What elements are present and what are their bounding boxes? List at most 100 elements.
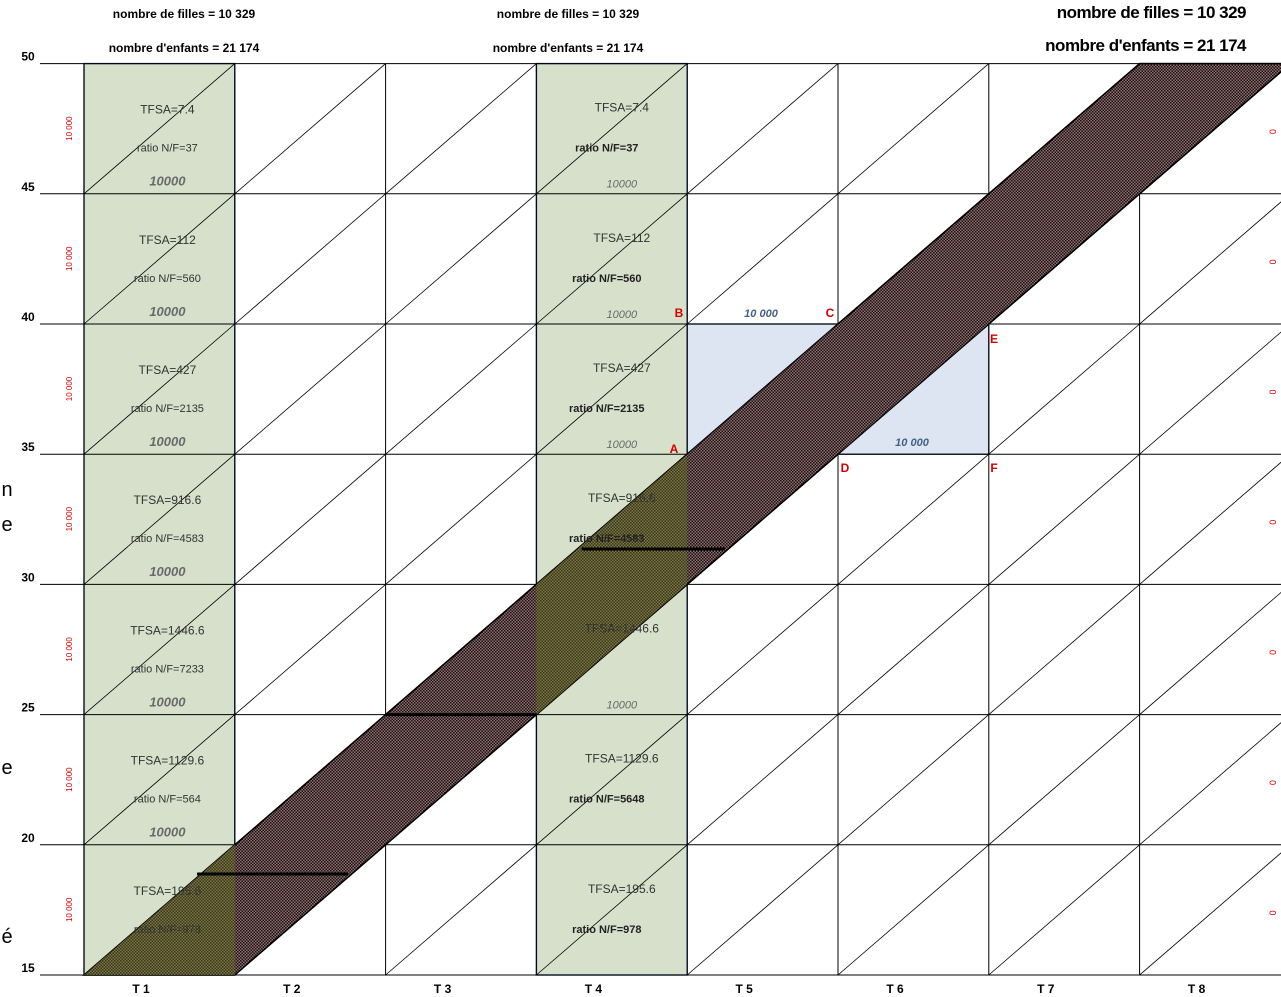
- period-tick-label: T 7: [1037, 982, 1055, 996]
- age-tick-label: 20: [21, 831, 35, 845]
- right-side-zero: 0: [1268, 520, 1278, 525]
- header-right-children: nombre d'enfants = 21 174: [1045, 36, 1247, 55]
- header-col4-children: nombre d'enfants = 21 174: [493, 41, 644, 55]
- cell-diagonal: [837, 844, 990, 976]
- cell-diagonal: [988, 844, 1140, 976]
- cell-diagonal: [686, 584, 839, 715]
- col1-side-label: 10 000: [65, 637, 74, 662]
- col1-ratio: ratio N/F=2135: [131, 403, 204, 415]
- col1-ratio: ratio N/F=37: [137, 143, 198, 155]
- col1-cohort: 10000: [149, 825, 186, 840]
- col1-side-label: 10 000: [65, 246, 74, 271]
- col1-cohort: 10000: [149, 434, 186, 449]
- cell-diagonal: [686, 63, 839, 195]
- col1-cohort: 10000: [149, 694, 186, 709]
- cell-diagonal: [536, 844, 688, 976]
- col4-ratio: ratio N/F=37: [575, 143, 638, 155]
- age-tick-label: 25: [21, 701, 35, 715]
- point-a: A: [670, 442, 679, 456]
- col4-cohort: 10000: [607, 309, 638, 321]
- age-tick-label: 15: [21, 961, 35, 975]
- period-tick-label: T 6: [886, 982, 904, 996]
- overlap-t1: [84, 844, 235, 975]
- cell-diagonal: [988, 714, 1140, 846]
- period-tick-label: T 2: [283, 982, 301, 996]
- cell-diagonal: [234, 323, 386, 455]
- col4-ratio: ratio N/F=4583: [569, 533, 645, 545]
- col4-cohort: 10000: [607, 699, 638, 711]
- cell-diagonal: [837, 584, 990, 715]
- col1-ratio: ratio N/F=7233: [131, 663, 204, 675]
- margin-fragment: e: [1, 514, 12, 536]
- cell-diagonal: [1139, 591, 1281, 715]
- col4-ratio: ratio N/F=978: [572, 924, 641, 936]
- overlap-rect: [687, 324, 989, 455]
- header-col1-girls: nombre de filles = 10 329: [113, 7, 256, 21]
- col1-ratio: ratio N/F=564: [134, 794, 201, 806]
- cell-diagonal: [83, 63, 236, 195]
- rect-bottom-label: 10 000: [895, 437, 930, 449]
- cell-diagonal: [1139, 461, 1281, 585]
- age-tick-label: 50: [21, 50, 35, 64]
- age-tick-label: 30: [21, 570, 35, 584]
- header-right-girls: nombre de filles = 10 329: [1057, 3, 1246, 22]
- cell-diagonal: [83, 193, 236, 325]
- age-tick-label: 45: [21, 180, 35, 194]
- col1-tfsa: TFSA=112: [139, 233, 196, 247]
- point-b: B: [675, 306, 684, 320]
- col4-tfsa: TFSA=195.6: [588, 882, 656, 896]
- col1-ratio: ratio N/F=4583: [131, 533, 204, 545]
- cell-diagonal: [385, 453, 537, 585]
- point-c: C: [826, 306, 835, 320]
- col1-side-label: 10 000: [65, 376, 74, 401]
- col1-tfsa: TFSA=1129.6: [131, 754, 205, 768]
- cell-diagonal: [1139, 852, 1281, 976]
- col4-tfsa: TFSA=916.6: [588, 491, 656, 505]
- col1-tfsa: TFSA=1446.6: [130, 623, 205, 637]
- cell-diagonal: [837, 63, 990, 195]
- cell-diagonal: [536, 714, 688, 846]
- col1-side-label: 10 000: [65, 897, 74, 922]
- col1-side-label: 10 000: [65, 767, 74, 792]
- cell-diagonal: [686, 714, 839, 846]
- cohort-bands: [81, 62, 1281, 976]
- col4-ratio: ratio N/F=560: [572, 273, 641, 285]
- cell-diagonal: [83, 453, 236, 585]
- period-tick-label: T 5: [736, 982, 754, 996]
- cell-diagonal: [234, 193, 386, 325]
- col4-ratio: ratio N/F=2135: [569, 403, 645, 415]
- header-col4-girls: nombre de filles = 10 329: [497, 7, 640, 21]
- period-tick-label: T 4: [585, 982, 603, 996]
- right-side-zero: 0: [1268, 910, 1278, 915]
- col4-cohort: 10000: [607, 439, 638, 451]
- col4-tfsa: TFSA=112: [593, 231, 650, 245]
- col4-ratio: ratio N/F=5648: [569, 794, 645, 806]
- cell-diagonal: [1139, 331, 1281, 455]
- cell-diagonal: [385, 323, 537, 455]
- cell-diagonal: [988, 584, 1140, 715]
- col4-tfsa: TFSA=1446.6: [585, 621, 660, 635]
- cell-diagonal: [837, 453, 990, 585]
- cell-diagonal: [385, 63, 537, 195]
- labels: nombre de filles = 10 329 nombre d'enfant…: [1, 3, 1278, 996]
- period-tick-label: T 8: [1188, 982, 1206, 996]
- cell-diagonal: [83, 714, 236, 846]
- margin-fragment: é: [1, 926, 12, 948]
- period-tick-label: T 3: [434, 982, 452, 996]
- col1-cohort: 10000: [149, 174, 186, 189]
- point-f: F: [990, 461, 997, 475]
- header-col1-children: nombre d'enfants = 21 174: [109, 41, 260, 55]
- cell-diagonal: [686, 844, 839, 976]
- cell-diagonal: [83, 323, 236, 455]
- cell-diagonal: [988, 453, 1140, 585]
- cell-diagonal: [988, 323, 1140, 455]
- cell-diagonal: [385, 193, 537, 325]
- right-side-zero: 0: [1268, 259, 1278, 264]
- cell-diagonal: [837, 714, 990, 846]
- col4-cohort: 10000: [607, 179, 638, 191]
- point-d: D: [841, 461, 850, 475]
- age-tick-label: 35: [21, 440, 35, 454]
- col1-ratio: ratio N/F=978: [134, 924, 201, 936]
- rect-top-label: 10 000: [744, 308, 779, 320]
